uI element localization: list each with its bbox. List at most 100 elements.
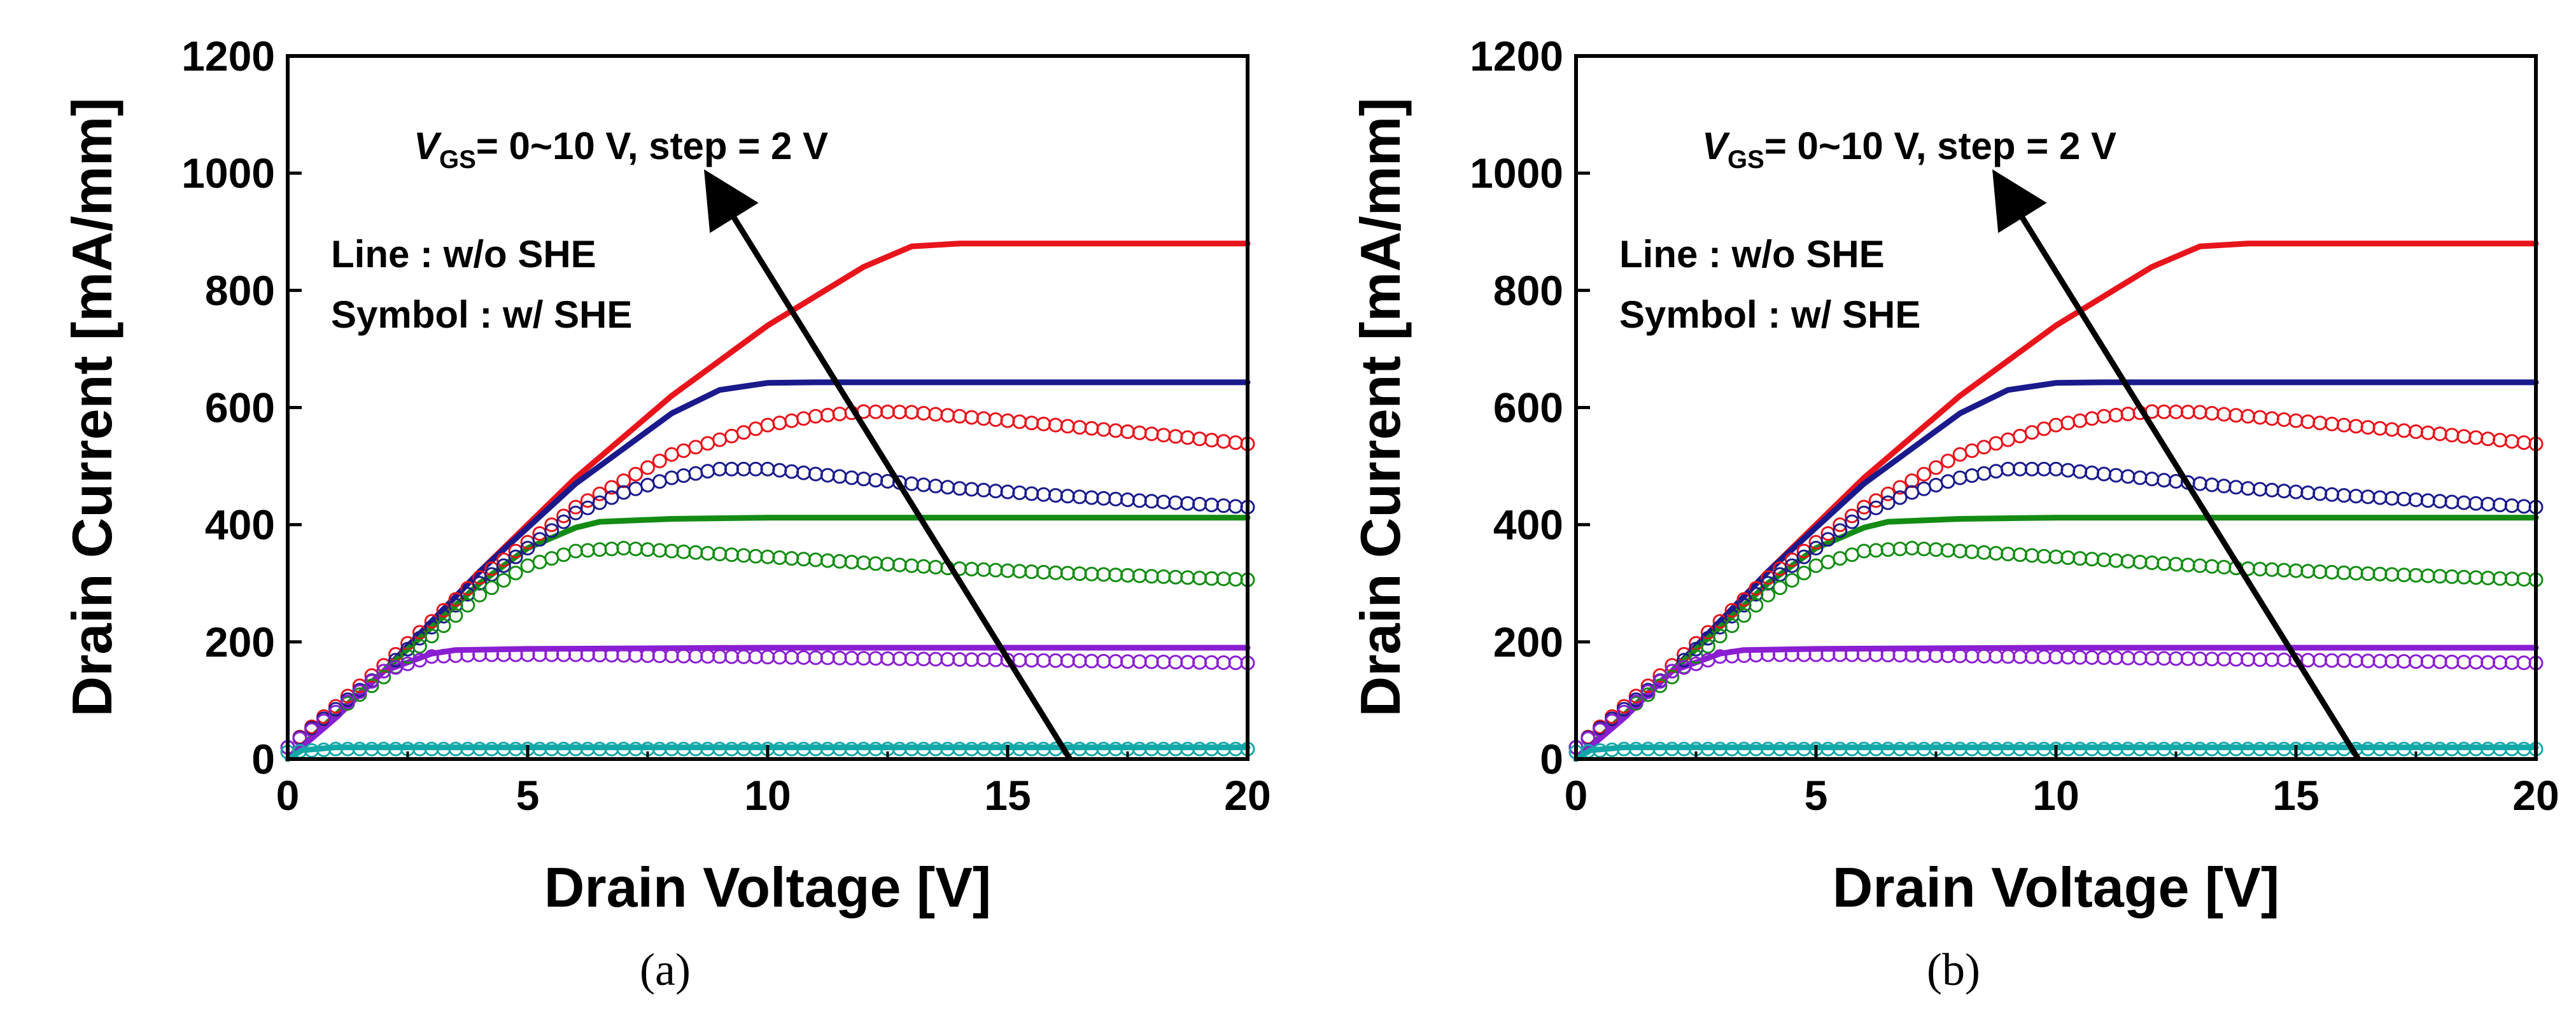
data-point bbox=[676, 648, 691, 664]
data-point bbox=[712, 461, 728, 477]
data-point bbox=[1228, 435, 1243, 450]
data-point bbox=[508, 549, 523, 564]
data-point bbox=[844, 554, 859, 569]
data-point bbox=[1216, 571, 1231, 587]
data-point bbox=[1712, 629, 1728, 644]
data-point bbox=[1892, 480, 1908, 495]
data-point bbox=[2348, 419, 2363, 434]
data-point bbox=[2036, 650, 2052, 664]
data-point bbox=[2264, 411, 2279, 426]
data-point bbox=[2060, 463, 2076, 478]
data-point bbox=[724, 461, 739, 477]
data-point bbox=[2432, 654, 2447, 669]
data-point bbox=[1132, 425, 1147, 440]
data-point bbox=[640, 460, 655, 475]
data-point bbox=[2204, 559, 2220, 574]
data-point bbox=[2372, 490, 2388, 505]
data-point bbox=[1048, 565, 1063, 580]
data-point bbox=[2468, 570, 2484, 585]
vgs-annotation-b: VGS= 0~10 V, step = 2 V bbox=[1702, 125, 2116, 174]
data-point bbox=[1964, 648, 1980, 664]
data-point bbox=[1060, 566, 1075, 581]
x-tick-label-20-b: 20 bbox=[2512, 772, 2559, 819]
data-point bbox=[2108, 468, 2123, 483]
data-point bbox=[472, 587, 488, 603]
data-point bbox=[1929, 542, 1943, 557]
data-point bbox=[568, 543, 583, 559]
data-point bbox=[2276, 484, 2291, 499]
data-point bbox=[2120, 407, 2136, 422]
data-point bbox=[976, 562, 991, 577]
data-point bbox=[508, 566, 523, 581]
data-point bbox=[832, 469, 847, 484]
data-point bbox=[1096, 653, 1111, 669]
data-point bbox=[748, 548, 763, 564]
data-point bbox=[1204, 498, 1219, 513]
data-point bbox=[784, 650, 799, 665]
y-tick-label-200-b: 200 bbox=[1493, 618, 1563, 666]
data-point bbox=[676, 443, 691, 458]
data-point bbox=[760, 417, 775, 433]
data-point bbox=[1048, 417, 1063, 433]
data-point bbox=[2216, 559, 2232, 575]
data-point bbox=[436, 618, 451, 633]
data-point bbox=[2456, 569, 2472, 585]
y-tick-label-400-b: 400 bbox=[1493, 501, 1563, 548]
data-point bbox=[2312, 653, 2328, 668]
data-point bbox=[1892, 490, 1908, 505]
data-point bbox=[1796, 549, 1812, 564]
data-point bbox=[2180, 557, 2195, 573]
data-point bbox=[2180, 651, 2195, 666]
data-point bbox=[2432, 569, 2447, 584]
data-point bbox=[1988, 436, 2004, 451]
data-point bbox=[1096, 491, 1111, 506]
data-point bbox=[868, 473, 883, 488]
data-point bbox=[2204, 477, 2220, 492]
data-point bbox=[2192, 476, 2207, 491]
data-point bbox=[1144, 426, 1159, 442]
data-point bbox=[964, 562, 979, 576]
data-point bbox=[2397, 491, 2412, 506]
data-point bbox=[2348, 566, 2363, 581]
data-point bbox=[460, 597, 475, 613]
data-point bbox=[820, 468, 835, 483]
data-point bbox=[2288, 413, 2304, 428]
data-point bbox=[2300, 414, 2316, 429]
data-point bbox=[700, 436, 715, 451]
data-point bbox=[760, 461, 775, 477]
data-point bbox=[2048, 417, 2064, 433]
data-point bbox=[1724, 618, 1740, 633]
data-point bbox=[724, 428, 739, 443]
data-point bbox=[988, 562, 1003, 578]
data-point bbox=[1845, 547, 1859, 562]
data-point bbox=[520, 558, 535, 573]
series-symbols-6-a bbox=[280, 461, 1255, 755]
data-point bbox=[1084, 653, 1099, 669]
data-point bbox=[952, 652, 968, 667]
data-point bbox=[904, 652, 919, 666]
data-point bbox=[1156, 428, 1171, 443]
data-point bbox=[1940, 648, 1955, 664]
data-point bbox=[940, 480, 955, 495]
y-tick-label-0-b: 0 bbox=[1540, 736, 1563, 783]
data-point bbox=[2409, 424, 2423, 439]
data-point bbox=[1616, 704, 1631, 720]
data-point bbox=[1204, 571, 1219, 586]
data-point bbox=[2157, 556, 2172, 571]
data-point bbox=[880, 651, 895, 666]
data-point bbox=[2481, 571, 2496, 585]
data-point bbox=[1228, 499, 1243, 514]
data-point bbox=[1856, 543, 1871, 559]
data-point bbox=[2013, 461, 2027, 477]
data-point bbox=[592, 495, 607, 510]
data-point bbox=[964, 482, 979, 497]
data-point bbox=[652, 648, 667, 664]
data-point bbox=[772, 550, 787, 565]
data-point bbox=[964, 652, 979, 667]
data-point bbox=[916, 652, 931, 667]
data-point bbox=[928, 559, 943, 575]
data-point bbox=[916, 477, 931, 492]
data-point bbox=[652, 543, 667, 558]
series-line-1-b bbox=[1573, 379, 2539, 762]
